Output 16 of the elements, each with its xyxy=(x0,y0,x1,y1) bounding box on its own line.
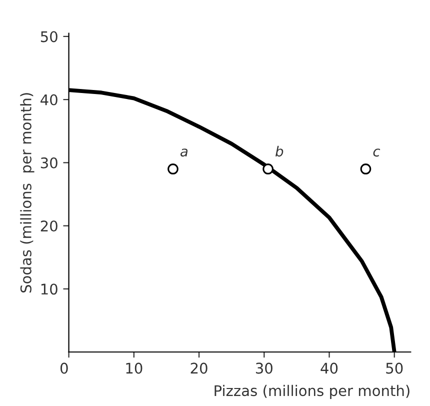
x-tick-label: 0 xyxy=(60,362,68,374)
x-tick-label: 30 xyxy=(256,362,272,374)
x-tick-label: 50 xyxy=(386,362,403,374)
y-tick-label: 40 xyxy=(40,94,58,106)
x-tick-label: 20 xyxy=(190,362,208,374)
y-tick-label: 10 xyxy=(41,284,58,295)
y-tick-label: 50 xyxy=(40,31,58,42)
y-axis-title: Sodas (millions per month) xyxy=(20,93,34,292)
annotation: c xyxy=(373,148,380,157)
x-tick-label: 40 xyxy=(320,362,338,374)
annotation: b xyxy=(275,146,284,157)
y-tick-label: 20 xyxy=(40,220,58,232)
x-axis-title: Pizzas (millions per month) xyxy=(214,384,410,399)
y-tick-label: 30 xyxy=(40,157,58,168)
annotation: a xyxy=(180,148,188,157)
x-tick-label: 10 xyxy=(126,362,142,374)
